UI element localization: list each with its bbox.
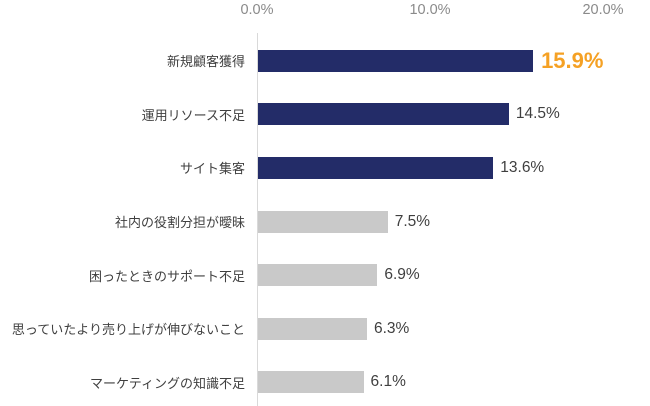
value-label: 14.5% bbox=[515, 105, 560, 123]
x-axis-tick: 20.0% bbox=[582, 2, 624, 18]
chart-row: 思っていたより売り上げが伸びないこと 6.3% bbox=[0, 302, 650, 356]
chart-row: 運用リソース不足 14.5% bbox=[0, 88, 650, 142]
category-label: 困ったときのサポート不足 bbox=[88, 268, 245, 284]
chart-row: 新規顧客獲得 15.9% bbox=[0, 34, 650, 88]
category-label: 新規顧客獲得 bbox=[166, 54, 245, 70]
chart-row: 困ったときのサポート不足 6.9% bbox=[0, 248, 650, 302]
chart-row: サイト集客 13.6% bbox=[0, 141, 650, 195]
bar bbox=[258, 371, 364, 394]
value-label: 15.9% bbox=[541, 47, 604, 73]
x-axis-tick: 10.0% bbox=[409, 2, 451, 18]
y-axis-baseline bbox=[257, 33, 258, 406]
category-label: 思っていたより売り上げが伸びないこと bbox=[11, 322, 245, 338]
bar bbox=[258, 317, 367, 340]
bar bbox=[258, 156, 494, 179]
bar bbox=[258, 264, 378, 287]
category-label: サイト集客 bbox=[179, 161, 245, 177]
category-label: 社内の役割分担が曖昧 bbox=[114, 215, 245, 231]
x-axis-tick: 0.0% bbox=[240, 2, 274, 18]
value-label: 13.6% bbox=[500, 158, 545, 176]
category-label: マーケティングの知識不足 bbox=[90, 375, 245, 391]
bar bbox=[258, 49, 534, 72]
bar bbox=[258, 103, 509, 126]
value-label: 6.1% bbox=[370, 373, 406, 391]
value-label: 6.9% bbox=[384, 266, 420, 284]
value-label: 6.3% bbox=[373, 319, 410, 337]
bar bbox=[258, 210, 388, 233]
chart-row: マーケティングの知識不足 6.1% bbox=[0, 356, 650, 406]
value-label: 7.5% bbox=[394, 212, 431, 230]
category-label: 運用リソース不足 bbox=[141, 107, 245, 123]
chart-row: 社内の役割分担が曖昧 7.5% bbox=[0, 195, 650, 249]
